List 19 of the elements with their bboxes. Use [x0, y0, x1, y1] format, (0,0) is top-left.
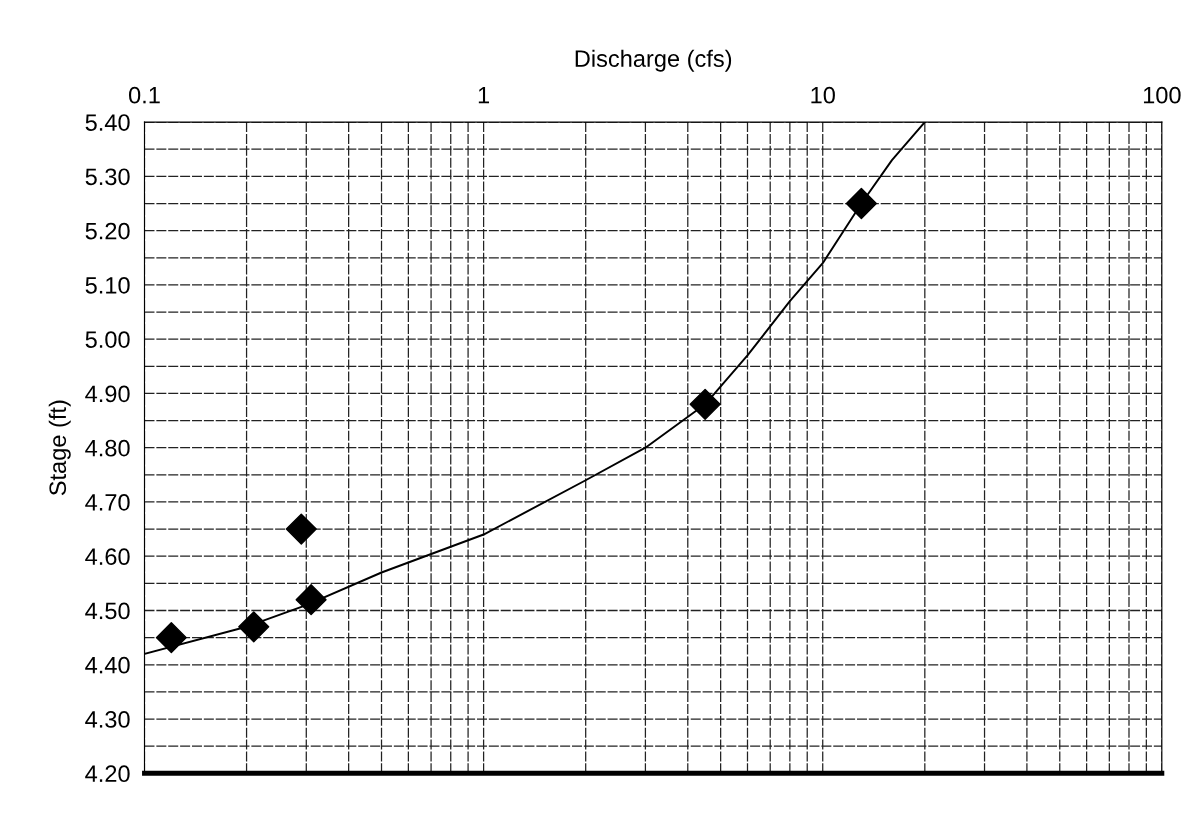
- x-tick-label: 10: [811, 86, 835, 104]
- y-tick-label: 5.40: [85, 114, 130, 131]
- y-tick-label: 4.40: [85, 656, 130, 674]
- y-tick-label: 4.80: [85, 439, 130, 457]
- x-tick-label: 0.1: [128, 86, 160, 104]
- y-tick-label: 5.20: [85, 222, 130, 240]
- y-tick-label: 5.10: [85, 276, 130, 294]
- y-tick-label: 4.50: [85, 602, 130, 620]
- y-tick-label: 5.00: [85, 331, 130, 348]
- y-tick-label: 4.70: [85, 494, 130, 511]
- y-tick-label: 4.60: [85, 548, 130, 566]
- y-tick-label: 5.30: [85, 168, 130, 186]
- y-axis-title: Stage (ft): [48, 400, 71, 496]
- x-tick-label: 1: [478, 87, 490, 104]
- x-tick-label: 100: [1143, 86, 1181, 104]
- x-axis-title: Discharge (cfs): [575, 49, 732, 72]
- y-tick-label: 4.30: [85, 711, 130, 728]
- y-tick-label: 4.20: [85, 765, 130, 783]
- y-tick-label: 4.90: [85, 385, 130, 403]
